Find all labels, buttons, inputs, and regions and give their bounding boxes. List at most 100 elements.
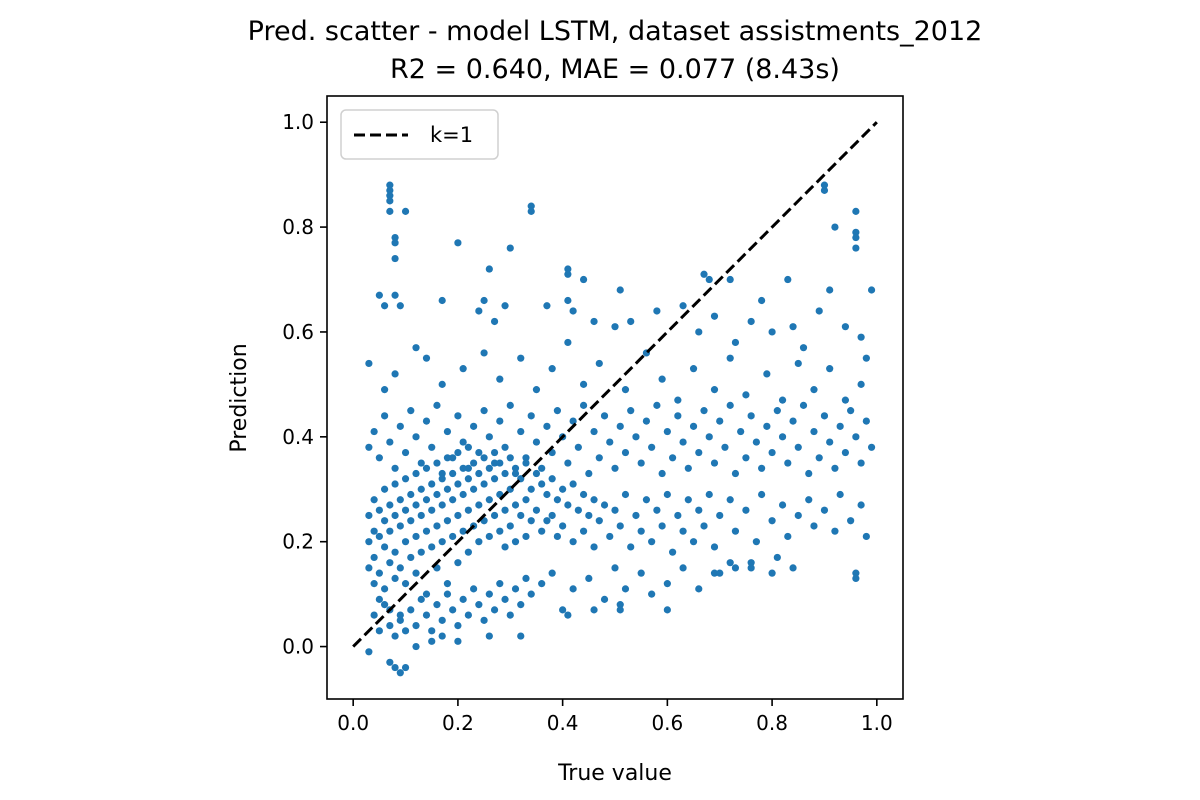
scatter-point <box>621 386 630 394</box>
scatter-point <box>522 496 530 504</box>
scatter-point <box>731 527 740 535</box>
scatter-point <box>401 207 410 215</box>
scatter-point <box>490 475 499 483</box>
scatter-point <box>590 427 598 436</box>
scatter-point <box>464 464 472 472</box>
scatter-point <box>391 632 399 640</box>
scatter-point <box>375 569 383 577</box>
scatter-point <box>496 375 504 383</box>
scatter-point <box>496 580 504 588</box>
scatter-point <box>747 559 755 567</box>
scatter-point <box>616 286 624 294</box>
scatter-point <box>726 401 734 409</box>
scatter-point <box>579 275 588 284</box>
scatter-point <box>632 433 640 441</box>
scatter-point <box>642 417 651 425</box>
scatter-point <box>689 538 698 546</box>
scatter-point <box>391 464 399 472</box>
scatter-point <box>742 391 750 399</box>
scatter-point <box>454 239 462 247</box>
scatter-point <box>831 527 839 535</box>
scatter-point <box>454 511 462 520</box>
scatter-point <box>695 506 703 514</box>
scatter-point <box>490 317 499 326</box>
scatter-point <box>401 506 410 514</box>
scatter-point <box>564 501 572 509</box>
scatter-point <box>553 496 562 504</box>
scatter-point <box>852 228 860 236</box>
scatter-point <box>475 448 483 457</box>
scatter-point <box>475 601 483 609</box>
scatter-point <box>454 637 462 645</box>
y-tick-label: 0.2 <box>282 530 314 554</box>
scatter-point <box>569 307 577 315</box>
scatter-point <box>778 396 787 404</box>
scatter-point <box>794 359 802 368</box>
scatter-point <box>857 333 865 341</box>
scatter-point <box>585 469 593 478</box>
scatter-point <box>370 580 378 588</box>
scatter-point <box>475 538 483 546</box>
scatter-point <box>621 448 630 457</box>
scatter-point <box>422 590 431 598</box>
scatter-point <box>768 328 776 336</box>
scatter-point <box>784 459 792 467</box>
scatter-point <box>867 286 876 294</box>
scatter-point <box>449 532 457 541</box>
x-tick-label: 0.2 <box>442 711 474 735</box>
scatter-point <box>422 496 431 504</box>
scatter-point <box>375 595 383 603</box>
scatter-point <box>412 569 420 577</box>
scatter-point <box>564 338 572 347</box>
scatter-point <box>459 464 467 472</box>
scatter-point <box>454 412 462 420</box>
scatter-point <box>538 527 546 535</box>
scatter-point <box>684 464 692 472</box>
scatter-point <box>417 485 425 493</box>
scatter-point <box>485 632 493 640</box>
scatter-point <box>412 469 420 478</box>
scatter-point <box>391 511 399 520</box>
scatter-point <box>847 517 855 525</box>
scatter-point <box>454 559 462 567</box>
scatter-point <box>370 527 378 535</box>
scatter-point <box>579 401 588 409</box>
scatter-point <box>820 412 829 420</box>
scatter-point <box>794 511 802 520</box>
scatter-point <box>548 569 556 577</box>
scatter-point <box>365 538 373 546</box>
scatter-point <box>407 490 415 499</box>
scatter-point <box>852 244 860 252</box>
scatter-point <box>862 417 870 425</box>
scatter-point <box>375 291 383 299</box>
scatter-point <box>454 621 462 630</box>
y-tick-label: 0.6 <box>282 320 314 344</box>
scatter-point <box>637 459 645 467</box>
scatter-point <box>375 454 383 462</box>
scatter-point <box>731 469 740 478</box>
y-axis-ticks: 0.0 0.2 0.4 0.6 0.8 1.0 <box>282 110 327 659</box>
scatter-point <box>548 511 556 520</box>
scatter-point <box>852 574 860 583</box>
scatter-point <box>381 601 389 609</box>
x-tick-label: 0.0 <box>337 711 369 735</box>
scatter-point <box>475 307 483 315</box>
scatter-point <box>658 375 666 383</box>
scatter-point <box>527 517 535 525</box>
scatter-point <box>511 469 520 478</box>
scatter-point <box>428 480 436 488</box>
scatter-point <box>763 370 771 378</box>
scatter-point <box>459 365 467 373</box>
scatter-point <box>501 595 509 603</box>
scatter-point <box>386 197 394 205</box>
scatter-point <box>522 454 530 462</box>
scatter-point <box>778 433 787 441</box>
scatter-point <box>370 496 378 504</box>
scatter-point <box>527 590 535 598</box>
scatter-point <box>412 621 420 630</box>
scatter-point <box>742 506 750 514</box>
scatter-point <box>747 564 755 572</box>
scatter-point <box>449 469 457 478</box>
scatter-point <box>710 312 719 320</box>
scatter-point <box>480 407 488 415</box>
